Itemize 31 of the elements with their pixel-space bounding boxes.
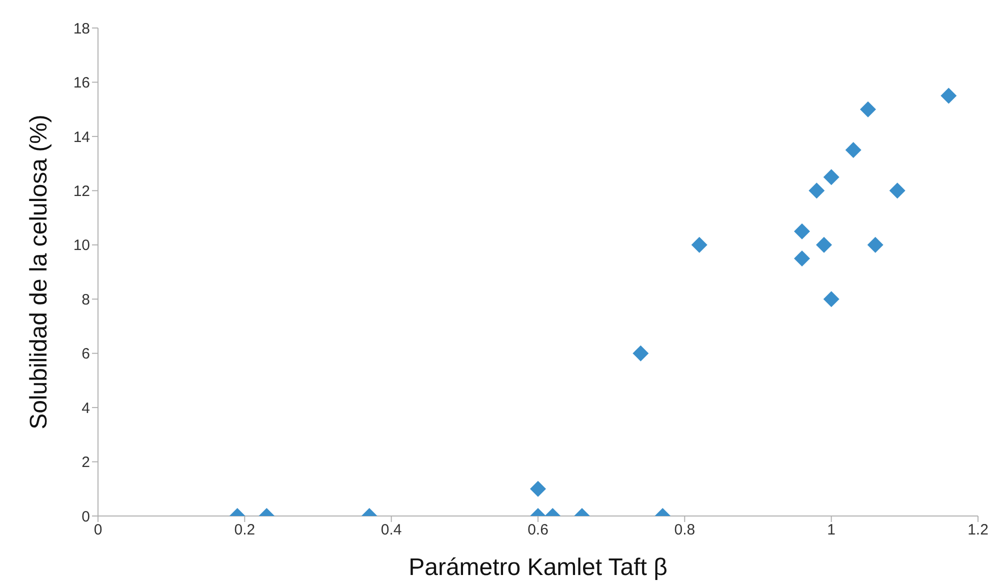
- y-tick-label: 18: [73, 20, 90, 38]
- y-tick-label: 16: [73, 74, 90, 92]
- y-tick-label: 0: [82, 508, 90, 526]
- y-tick-label: 2: [82, 454, 90, 472]
- point: [823, 169, 840, 186]
- x-tick-label: 0.8: [674, 522, 696, 539]
- y-axis-title: Solubilidad de la celulosa (%): [26, 114, 53, 430]
- x-tick-label: 0.4: [380, 522, 402, 539]
- point: [808, 182, 825, 199]
- x-tick-label: 1.2: [968, 522, 988, 539]
- point: [823, 291, 840, 308]
- point: [794, 223, 810, 240]
- y-tick-label: 6: [82, 346, 90, 363]
- y-tick-label: 8: [82, 291, 90, 308]
- point: [845, 142, 862, 158]
- x-axis-title: Parámetro Kamlet Taft β: [408, 554, 668, 582]
- x-tick-label: 0: [94, 522, 102, 539]
- point: [940, 88, 957, 104]
- x-tick-label: 1: [827, 522, 836, 539]
- point: [867, 236, 884, 253]
- point: [794, 250, 810, 266]
- point: [691, 236, 708, 253]
- y-tick-label: 10: [73, 237, 90, 254]
- point: [889, 182, 906, 199]
- y-tick-label: 12: [73, 182, 90, 200]
- x-tick-label: 0.6: [528, 522, 548, 539]
- y-tick-label: 4: [82, 400, 90, 417]
- y-tick-label: 14: [73, 128, 90, 146]
- x-tick-label: 0.2: [234, 522, 256, 539]
- point: [816, 236, 832, 253]
- point: [860, 101, 876, 118]
